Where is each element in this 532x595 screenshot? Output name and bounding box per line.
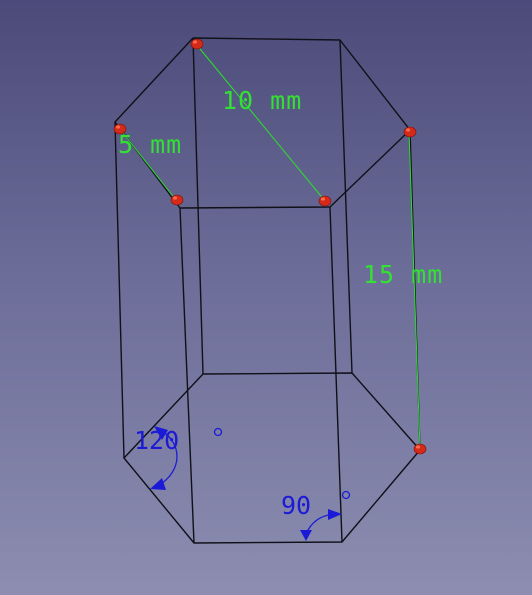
angle-arrow-icon (154, 426, 168, 440)
vertical-edge[interactable] (179, 207, 195, 544)
vertical-edge[interactable] (329, 206, 343, 543)
degree-icon (213, 427, 223, 437)
angle-arrow-icon (328, 509, 342, 520)
vertex-point[interactable] (318, 195, 332, 207)
angle-arrow-icon (150, 478, 166, 490)
diameter-dimension-line[interactable] (195, 43, 326, 202)
vertex-point[interactable] (403, 126, 417, 138)
degree-icon (341, 490, 351, 500)
vertex-point[interactable] (413, 443, 427, 455)
diameter-dimension-label[interactable]: 10 mm (222, 86, 302, 115)
height-dimension-line[interactable] (408, 130, 421, 450)
vertex-point[interactable] (170, 194, 184, 206)
side-dimension-label[interactable]: 5 mm (118, 130, 182, 159)
vertex-point[interactable] (190, 38, 204, 50)
angle-label-90[interactable]: 90 (281, 491, 311, 520)
angle-constraints: 120 90 (134, 426, 351, 541)
top-hexagon-edge[interactable] (114, 37, 411, 209)
height-dimension-label[interactable]: 15 mm (363, 260, 443, 289)
dimension-constraints: 10 mm 5 mm 15 mm (118, 43, 443, 450)
vertical-edge[interactable] (114, 121, 125, 459)
vertical-edge[interactable] (339, 39, 353, 374)
angle-arc-120[interactable] (157, 429, 178, 487)
vertex-point[interactable] (113, 123, 127, 135)
side-dimension-line[interactable] (118, 127, 177, 201)
angle-arrow-icon (300, 530, 312, 541)
angle-label-120[interactable]: 120 (134, 426, 179, 455)
vertical-edge[interactable] (192, 37, 204, 375)
bottom-hexagon-edge[interactable] (123, 372, 421, 544)
constraint-vertices (113, 38, 427, 455)
